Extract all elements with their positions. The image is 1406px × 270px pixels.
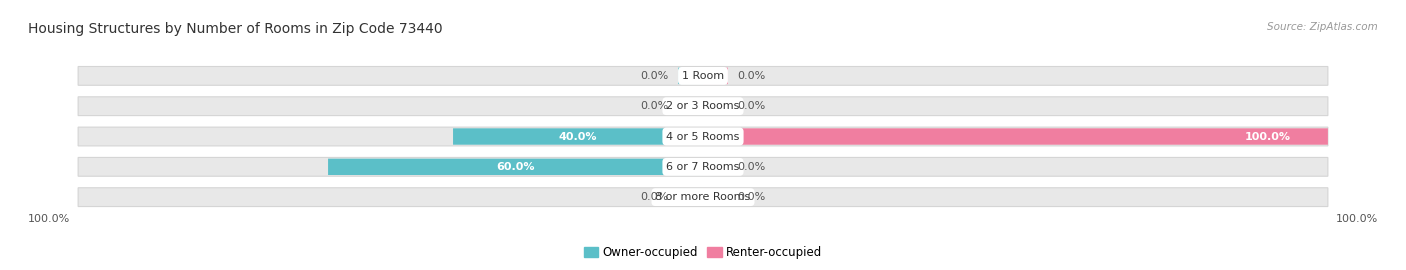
Text: 60.0%: 60.0% [496,162,534,172]
Text: 100.0%: 100.0% [28,214,70,224]
Text: 40.0%: 40.0% [558,131,598,141]
FancyBboxPatch shape [703,68,728,84]
FancyBboxPatch shape [79,66,1327,85]
Text: 0.0%: 0.0% [737,192,766,202]
Text: 4 or 5 Rooms: 4 or 5 Rooms [666,131,740,141]
Text: Housing Structures by Number of Rooms in Zip Code 73440: Housing Structures by Number of Rooms in… [28,22,443,36]
FancyBboxPatch shape [703,159,728,175]
Text: 0.0%: 0.0% [640,71,669,81]
Text: 0.0%: 0.0% [640,101,669,111]
FancyBboxPatch shape [678,98,703,114]
FancyBboxPatch shape [328,159,703,175]
Text: 6 or 7 Rooms: 6 or 7 Rooms [666,162,740,172]
FancyBboxPatch shape [703,98,728,114]
Text: 100.0%: 100.0% [1244,131,1291,141]
FancyBboxPatch shape [703,128,1327,145]
Text: Source: ZipAtlas.com: Source: ZipAtlas.com [1267,22,1378,32]
FancyBboxPatch shape [703,189,728,205]
FancyBboxPatch shape [79,188,1327,207]
Text: 0.0%: 0.0% [737,71,766,81]
Text: 100.0%: 100.0% [1336,214,1378,224]
Text: 1 Room: 1 Room [682,71,724,81]
Text: 2 or 3 Rooms: 2 or 3 Rooms [666,101,740,111]
FancyBboxPatch shape [678,189,703,205]
Text: 0.0%: 0.0% [640,192,669,202]
FancyBboxPatch shape [453,128,703,145]
Text: 0.0%: 0.0% [737,162,766,172]
FancyBboxPatch shape [79,157,1327,176]
FancyBboxPatch shape [678,68,703,84]
Legend: Owner-occupied, Renter-occupied: Owner-occupied, Renter-occupied [579,241,827,264]
FancyBboxPatch shape [79,97,1327,116]
Text: 0.0%: 0.0% [737,101,766,111]
FancyBboxPatch shape [79,127,1327,146]
Text: 8 or more Rooms: 8 or more Rooms [655,192,751,202]
